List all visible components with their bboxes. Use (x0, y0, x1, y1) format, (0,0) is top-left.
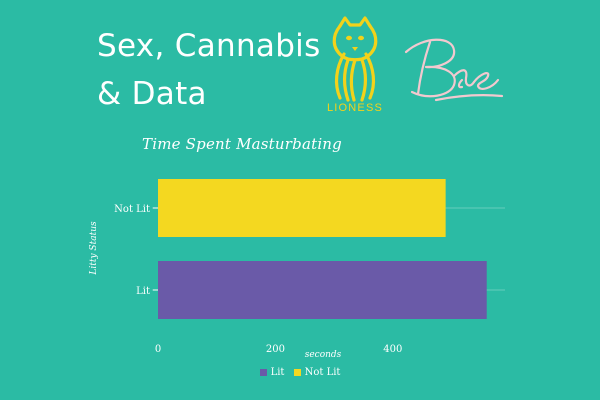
bae-logo (396, 30, 506, 110)
bar-lit (158, 261, 487, 319)
y-axis-label: Litty Status (89, 221, 99, 276)
legend-label-not-lit: Not Lit (304, 367, 341, 378)
legend-label-lit: Lit (270, 367, 285, 378)
chart-title: Time Spent Masturbating (142, 135, 342, 153)
lioness-mark-icon (332, 16, 378, 102)
title-line-1: Sex, Cannabis (97, 28, 321, 64)
bae-script-icon (404, 38, 504, 102)
x-tick-label-200: 200 (266, 344, 285, 355)
legend-swatch-not-lit (293, 369, 301, 376)
y-axis-ticks: Not Lit Lit (114, 204, 158, 297)
legend-item-lit: Lit (259, 367, 285, 378)
legend-item-not-lit: Not Lit (293, 367, 341, 378)
x-axis-label: seconds (305, 350, 342, 360)
lioness-logo: LIONESS (318, 14, 392, 114)
page-title: Sex, Cannabis & Data (97, 22, 321, 118)
lioness-wordmark: LIONESS (326, 102, 384, 114)
x-tick-label-400: 400 (383, 344, 402, 355)
x-tick-label-0: 0 (155, 344, 161, 355)
bar-not-lit (158, 179, 446, 237)
title-line-2: & Data (97, 76, 207, 112)
y-tick-label-not-lit: Not Lit (114, 204, 150, 215)
chart-legend: Lit Not Lit (0, 367, 600, 379)
legend-swatch-lit (259, 369, 267, 376)
y-tick-label-lit: Lit (136, 286, 150, 297)
chart-bars (158, 179, 487, 319)
x-axis-ticks: 0 200 400 (155, 344, 403, 355)
